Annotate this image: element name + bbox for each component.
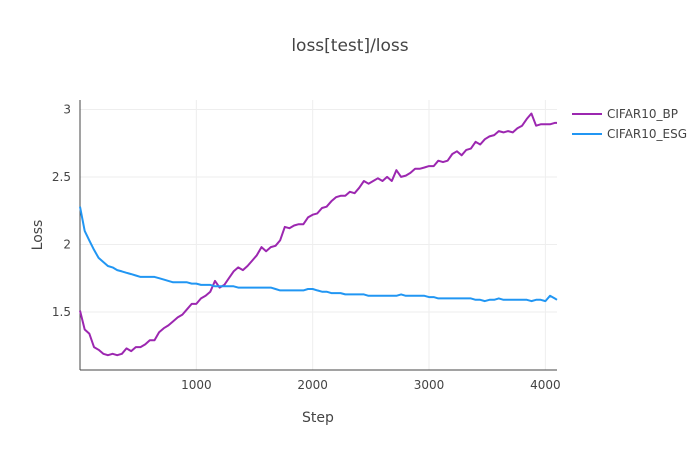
y-tick-label: 2: [63, 237, 71, 251]
x-tick-label: 4000: [530, 378, 561, 392]
x-tick-label: 2000: [297, 378, 328, 392]
series-line-cifar10-bp: [79, 112, 557, 357]
x-tick-label: 3000: [414, 378, 445, 392]
y-axis-title: Loss: [30, 220, 46, 251]
grid-layer: [80, 100, 557, 370]
y-tick-label: 3: [63, 102, 71, 116]
legend-label: CIFAR10_BP: [607, 107, 678, 121]
axes-layer: 1.5 2 2.5 3 1000 2000 3000 4000: [52, 100, 561, 392]
legend-label: CIFAR10_ESG: [607, 127, 687, 141]
legend: CIFAR10_BP CIFAR10_ESG: [572, 107, 687, 141]
y-tick-label: 1.5: [52, 305, 71, 319]
y-tick-label: 2.5: [52, 170, 71, 184]
x-tick-label: 1000: [181, 378, 212, 392]
series-layer: [79, 112, 558, 357]
series-line-cifar10-esg: [79, 206, 558, 303]
legend-item[interactable]: CIFAR10_ESG: [572, 127, 687, 141]
chart-title: loss[test]/loss: [291, 36, 408, 56]
x-axis-title: Step: [302, 410, 334, 426]
legend-item[interactable]: CIFAR10_BP: [572, 107, 678, 121]
